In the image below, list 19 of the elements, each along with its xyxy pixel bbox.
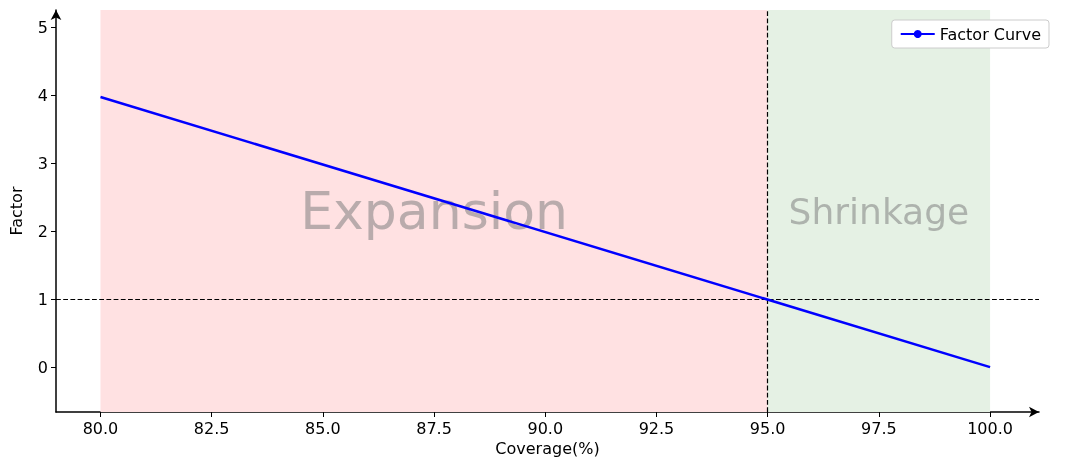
band-label: Shrinkage [788, 190, 970, 232]
x-tick-label: 82.5 [193, 418, 230, 438]
legend-label: Factor Curve [939, 24, 1041, 44]
x-tick-label: 95.0 [749, 418, 786, 438]
x-tick-label: 80.0 [82, 418, 119, 438]
y-tick-label: 3 [37, 153, 48, 173]
x-tick-label: 92.5 [638, 418, 675, 438]
y-tick-label: 2 [37, 221, 48, 241]
x-tick-label: 87.5 [416, 418, 452, 438]
y-tick-label: 1 [37, 289, 48, 309]
x-tick-label: 97.5 [861, 418, 897, 438]
y-tick-label: 0 [37, 357, 48, 377]
y-tick-label: 5 [37, 17, 48, 37]
y-axis-title: Factor [6, 186, 26, 236]
x-tick-label: 85.0 [305, 418, 341, 438]
y-tick-label: 4 [37, 85, 48, 105]
x-tick-label: 100.0 [967, 418, 1013, 438]
x-axis-title: Coverage(%) [495, 439, 600, 459]
x-tick-label: 90.0 [527, 418, 564, 438]
